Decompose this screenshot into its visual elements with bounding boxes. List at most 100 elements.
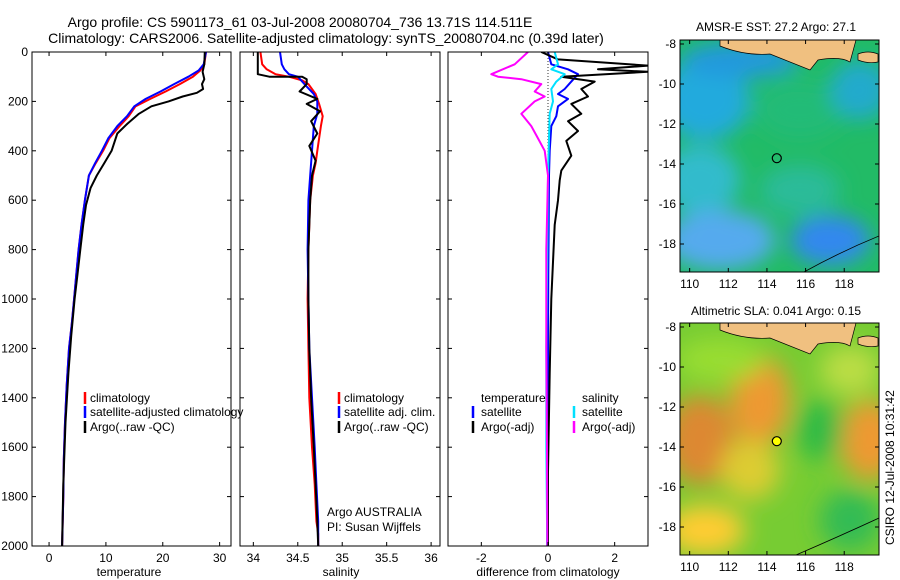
salinity-x-tick-label: 34.5 bbox=[286, 551, 310, 565]
legend-label-argo: Argo(..raw -QC) bbox=[344, 420, 429, 434]
temperature-y-tick-label: 1800 bbox=[1, 490, 28, 504]
temperature-series-satellite-adjusted-climatology bbox=[61, 52, 207, 546]
sla-argo-marker bbox=[771, 436, 782, 447]
legend-header-temperature: temperature bbox=[481, 391, 546, 405]
legend-label-climatology: climatology bbox=[90, 391, 150, 405]
salinity-x-tick-label: 35.5 bbox=[375, 551, 399, 565]
difference-series-temperature-satellite bbox=[547, 52, 579, 546]
temperature-axes-frame bbox=[31, 51, 232, 547]
temperature-series-argo-raw-qc bbox=[61, 52, 206, 546]
temperature-x-tick-label: 10 bbox=[99, 551, 113, 565]
sst_map-y-tick-label: -14 bbox=[659, 157, 677, 171]
sla_map-frame bbox=[679, 322, 880, 556]
salinity-x-tick-label: 35 bbox=[336, 551, 350, 565]
difference-x-tick-label: 0 bbox=[545, 551, 552, 565]
sst-map-title: AMSR-E SST: 27.2 Argo: 27.1 bbox=[696, 20, 856, 34]
sla_map-y-tick-label: -8 bbox=[665, 320, 676, 334]
legend-label-satellite: satellite-adjusted climatology bbox=[90, 405, 243, 419]
sst-field-anomalies bbox=[680, 42, 879, 270]
salinity-axes-frame bbox=[239, 51, 441, 547]
sla-land-java bbox=[719, 323, 857, 355]
title-line-2: Climatology: CARS2006. Satellite-adjuste… bbox=[48, 30, 604, 46]
sst-argo-marker bbox=[771, 153, 782, 164]
difference-panel bbox=[490, 52, 648, 546]
sla_map-x-tick-label: 116 bbox=[796, 560, 815, 574]
legend-label-climatology: climatology bbox=[344, 391, 404, 405]
salinity-panel bbox=[256, 52, 324, 546]
sst-australia-coast bbox=[803, 235, 879, 272]
legend-label-satellite: satellite adj. clim. bbox=[344, 405, 435, 419]
sst_map-y-tick-label: -8 bbox=[665, 37, 676, 51]
sla_map-y-tick-label: -10 bbox=[659, 360, 677, 374]
legend-label-temp-satellite: satellite bbox=[481, 405, 522, 419]
pi-annotation: PI: Susan Wijffels bbox=[327, 520, 421, 534]
temperature-legend: climatology satellite-adjusted climatolo… bbox=[83, 391, 243, 434]
title-line-1: Argo profile: CS 5901173_61 03-Jul-2008 … bbox=[68, 14, 533, 30]
credit-stamp: CSIRO 12-Jul-2008 10:31:42 bbox=[883, 390, 897, 545]
difference-x-tick-label: -2 bbox=[476, 551, 487, 565]
difference-x-label: difference from climatology bbox=[476, 565, 619, 579]
difference-legend: temperature salinity satellite Argo(-adj… bbox=[471, 391, 635, 434]
sla_map-y-tick-label: -16 bbox=[659, 480, 677, 494]
sst_map-x-tick-label: 116 bbox=[796, 277, 815, 291]
temperature-y-tick-label: 200 bbox=[8, 94, 28, 108]
sst_map-frame bbox=[679, 39, 880, 273]
sla-field-anomalies bbox=[680, 338, 879, 555]
temperature-panel bbox=[61, 52, 207, 546]
temperature-series-climatology bbox=[61, 52, 207, 546]
legend-label-temp-argo: Argo(-adj) bbox=[481, 420, 534, 434]
difference-series-salinity-argo-adj bbox=[490, 52, 549, 546]
sst-map bbox=[680, 40, 879, 272]
sst_map-y-tick-label: -12 bbox=[659, 117, 677, 131]
argo-program-annotation: Argo AUSTRALIA bbox=[327, 505, 422, 519]
salinity-x-label: salinity bbox=[323, 565, 360, 579]
sst_map-y-tick-label: -16 bbox=[659, 197, 677, 211]
sla-map bbox=[680, 323, 879, 555]
temperature-y-tick-label: 400 bbox=[8, 144, 28, 158]
sla_map-y-tick-label: -18 bbox=[659, 520, 677, 534]
temperature-x-label: temperature bbox=[97, 565, 162, 579]
difference-series-temperature-argo-adj bbox=[540, 52, 648, 546]
temperature-y-tick-label: 1600 bbox=[1, 440, 28, 454]
salinity-x-tick-label: 34 bbox=[247, 551, 261, 565]
temperature-y-tick-label: 2000 bbox=[1, 539, 28, 553]
sla_map-y-tick-label: -12 bbox=[659, 400, 677, 414]
salinity-series-argo-raw-qc bbox=[256, 52, 321, 546]
salinity-legend: climatology satellite adj. clim. Argo(..… bbox=[327, 391, 435, 534]
temperature-y-tick-label: 1400 bbox=[1, 391, 28, 405]
panel-axes: 0 10 20 30020040060080010001200140016001800… bbox=[1, 45, 649, 565]
sst_map-x-tick-label: 112 bbox=[719, 277, 738, 291]
difference-x-tick-label: 2 bbox=[611, 551, 618, 565]
legend-header-salinity: salinity bbox=[582, 391, 619, 405]
sla-land-islands bbox=[857, 335, 879, 348]
temperature-x-tick-label: 20 bbox=[156, 551, 170, 565]
temperature-y-tick-label: 800 bbox=[8, 243, 28, 257]
temperature-y-tick-label: 1000 bbox=[1, 292, 28, 306]
temperature-y-tick-label: 0 bbox=[21, 45, 28, 59]
legend-label-sal-argo: Argo(-adj) bbox=[582, 420, 635, 434]
sla-map-title: Altimetric SLA: 0.041 Argo: 0.15 bbox=[691, 304, 861, 318]
sst_map-x-tick-label: 110 bbox=[680, 277, 699, 291]
sst_map-x-tick-label: 114 bbox=[757, 277, 776, 291]
sla_map-y-tick-label: -14 bbox=[659, 440, 677, 454]
sst_map-y-tick-label: -10 bbox=[659, 77, 677, 91]
sla-australia-coast bbox=[795, 517, 879, 555]
legend-label-sal-satellite: satellite bbox=[582, 405, 623, 419]
temperature-x-tick-label: 0 bbox=[46, 551, 53, 565]
temperature-y-tick-label: 600 bbox=[8, 193, 28, 207]
sst-map-axes: 110 112 114 116 118 -8 -10 -12 -14 -16 -18 bbox=[659, 37, 880, 291]
temperature-x-tick-label: 30 bbox=[213, 551, 227, 565]
sst-land-java bbox=[719, 40, 857, 71]
sla_map-x-tick-label: 112 bbox=[719, 560, 738, 574]
sst_map-x-tick-label: 118 bbox=[835, 277, 854, 291]
sla_map-x-tick-label: 114 bbox=[757, 560, 776, 574]
sla_map-x-tick-label: 118 bbox=[835, 560, 854, 574]
sla_map-x-tick-label: 110 bbox=[680, 560, 699, 574]
salinity-x-tick-label: 36 bbox=[424, 551, 438, 565]
sst_map-y-tick-label: -18 bbox=[659, 237, 677, 251]
sla-map-axes: 110 112 114 116 118 -8 -10 -12 -14 -16 -18 bbox=[659, 320, 880, 574]
legend-label-argo: Argo(..raw -QC) bbox=[90, 420, 175, 434]
sst-land-islands bbox=[857, 51, 879, 64]
temperature-y-tick-label: 1200 bbox=[1, 341, 28, 355]
